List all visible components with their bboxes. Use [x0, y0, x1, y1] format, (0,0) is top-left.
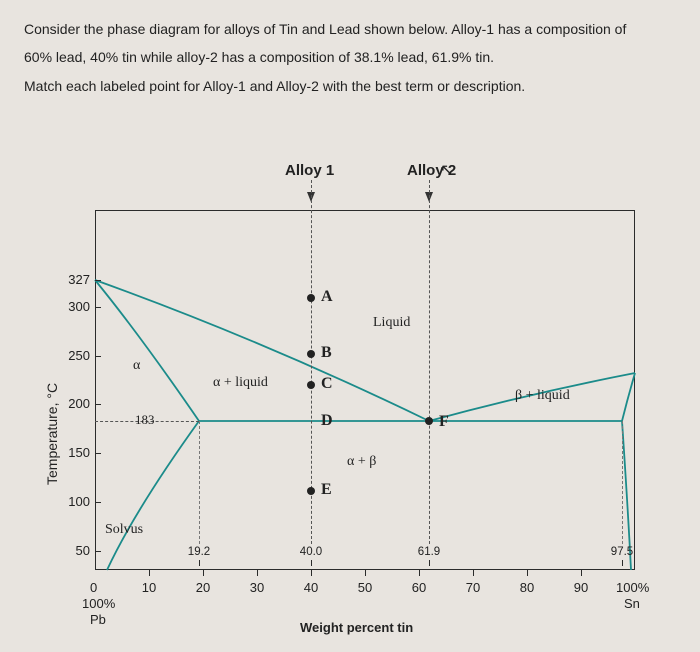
- phase-alpha-beta: α + β: [347, 454, 376, 470]
- dash-19-2: [199, 421, 200, 544]
- subtick-97-5: 97.5: [611, 546, 633, 558]
- x-left-100: 100%: [82, 596, 115, 611]
- xtick-20: 20: [196, 580, 210, 595]
- ytick-200: 200: [56, 396, 90, 411]
- phase-solvus: Solvus: [105, 522, 143, 538]
- point-A: A: [321, 288, 333, 306]
- ytick-150: 150: [56, 445, 90, 460]
- x-left-0: 0: [90, 580, 97, 595]
- x-right-sn: Sn: [624, 596, 640, 611]
- point-A-dot: [307, 294, 315, 302]
- question-line2: 60% lead, 40% tin while alloy-2 has a co…: [24, 46, 676, 68]
- point-B: B: [321, 344, 332, 362]
- phase-beta-liquid: β + liquid: [515, 388, 570, 404]
- dash-97-5: [622, 421, 623, 544]
- ytick-50: 50: [56, 543, 90, 558]
- alloy-1-header: Alloy 1: [285, 162, 334, 179]
- point-C: C: [321, 375, 333, 393]
- x-axis-label: Weight percent tin: [300, 620, 413, 635]
- point-B-dot: [307, 350, 315, 358]
- xtick-50: 50: [358, 580, 372, 595]
- eutectic-T-label: 183: [135, 412, 155, 428]
- xtick-30: 30: [250, 580, 264, 595]
- ytick-100: 100: [56, 494, 90, 509]
- subtick-40-0: 40.0: [300, 546, 322, 558]
- question-text: Consider the phase diagram for alloys of…: [24, 18, 676, 97]
- subtick-61-9: 61.9: [418, 546, 440, 558]
- alloy-2-header: Alloy 2: [407, 162, 456, 179]
- point-E: E: [321, 481, 332, 499]
- point-F-dot: [425, 417, 433, 425]
- question-line1: Consider the phase diagram for alloys of…: [24, 18, 676, 40]
- x-right-100: 100%: [616, 580, 649, 595]
- alloy-2-line: [429, 180, 430, 544]
- phase-alpha: α: [133, 358, 140, 374]
- ytick-250: 250: [56, 348, 90, 363]
- x-left-pb: Pb: [90, 612, 106, 627]
- question-line3: Match each labeled point for Alloy-1 and…: [24, 75, 676, 97]
- point-F: F: [439, 413, 449, 431]
- ytick-327: 327: [56, 272, 90, 287]
- xtick-80: 80: [520, 580, 534, 595]
- phase-alpha-liquid: α + liquid: [213, 375, 268, 391]
- point-E-dot: [307, 487, 315, 495]
- phase-diagram: Alloy 1 Alloy 2 α α + liquid Liquid β + …: [95, 210, 635, 570]
- xtick-70: 70: [466, 580, 480, 595]
- xtick-60: 60: [412, 580, 426, 595]
- point-D: D: [321, 412, 333, 430]
- point-C-dot: [307, 381, 315, 389]
- xtick-10: 10: [142, 580, 156, 595]
- xtick-40: 40: [304, 580, 318, 595]
- xtick-90: 90: [574, 580, 588, 595]
- subtick-19-2: 19.2: [188, 546, 210, 558]
- ytick-300: 300: [56, 299, 90, 314]
- phase-liquid: Liquid: [373, 315, 410, 331]
